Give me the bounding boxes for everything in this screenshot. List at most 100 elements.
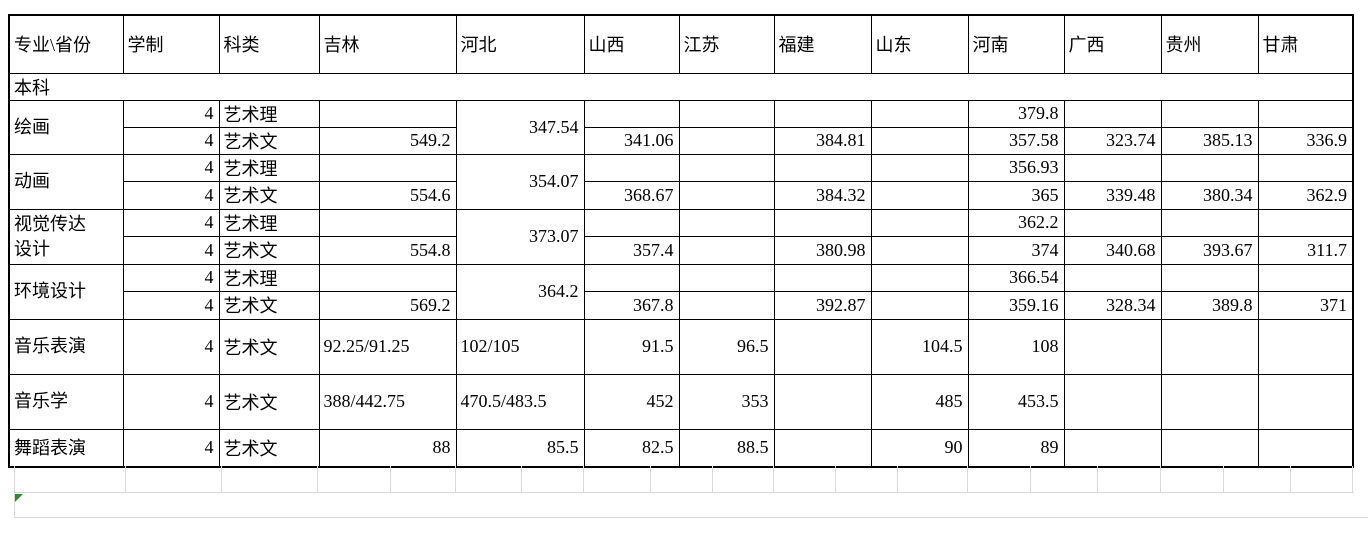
cell-gansu[interactable] xyxy=(1257,428,1354,468)
cell-jiangsu[interactable]: 88.5 xyxy=(678,428,775,468)
cell-hebei-merged[interactable]: 373.07 xyxy=(455,208,585,265)
cell-jilin[interactable]: 92.25/91.25 xyxy=(318,318,457,375)
cell-gansu[interactable] xyxy=(1257,263,1354,292)
cell-shanxi[interactable] xyxy=(583,263,680,292)
cell-shanxi[interactable]: 91.5 xyxy=(583,318,680,375)
cell-gansu[interactable] xyxy=(1257,99,1354,128)
cell-guizhou[interactable]: 380.34 xyxy=(1160,180,1259,210)
cell-guangxi[interactable] xyxy=(1063,99,1162,128)
col-header-major-province[interactable]: 专业\省份 xyxy=(8,14,124,74)
cell-major-name[interactable]: 环境设计 xyxy=(8,263,124,320)
cell-fujian[interactable] xyxy=(773,153,872,182)
cell-hebei-merged[interactable]: 347.54 xyxy=(455,99,585,155)
cell-guizhou[interactable] xyxy=(1160,153,1259,182)
cell-hebei[interactable]: 102/105 xyxy=(455,318,585,375)
cell-hebei-merged[interactable]: 354.07 xyxy=(455,153,585,210)
col-header-guangxi[interactable]: 广西 xyxy=(1063,14,1162,74)
cell-guizhou[interactable] xyxy=(1160,318,1259,375)
cell-hebei[interactable]: 470.5/483.5 xyxy=(455,373,585,430)
cell-gansu[interactable] xyxy=(1257,208,1354,237)
cell-gansu[interactable]: 336.9 xyxy=(1257,126,1354,155)
cell-jiangsu[interactable] xyxy=(678,235,775,265)
cell-category[interactable]: 艺术理 xyxy=(218,263,320,292)
cell-guizhou[interactable] xyxy=(1160,428,1259,468)
cell-guangxi[interactable]: 328.34 xyxy=(1063,290,1162,320)
cell-jilin[interactable] xyxy=(318,263,457,292)
cell-henan[interactable]: 374 xyxy=(967,235,1065,265)
cell-duration[interactable]: 4 xyxy=(122,318,220,375)
cell-jiangsu[interactable] xyxy=(678,126,775,155)
cell-duration[interactable]: 4 xyxy=(122,263,220,292)
cell-shandong[interactable] xyxy=(870,263,969,292)
cell-major-name[interactable]: 音乐学 xyxy=(8,373,124,430)
cell-guizhou[interactable]: 393.67 xyxy=(1160,235,1259,265)
cell-henan[interactable]: 357.58 xyxy=(967,126,1065,155)
cell-duration[interactable]: 4 xyxy=(122,126,220,155)
cell-shandong[interactable]: 90 xyxy=(870,428,969,468)
section-label-benke[interactable]: 本科 xyxy=(8,72,1354,101)
cell-guangxi[interactable]: 323.74 xyxy=(1063,126,1162,155)
cell-jilin[interactable] xyxy=(318,153,457,182)
cell-gansu[interactable]: 362.9 xyxy=(1257,180,1354,210)
cell-major-name[interactable]: 音乐表演 xyxy=(8,318,124,375)
cell-jilin[interactable]: 388/442.75 xyxy=(318,373,457,430)
cell-fujian[interactable] xyxy=(773,99,872,128)
cell-duration[interactable]: 4 xyxy=(122,180,220,210)
cell-shandong[interactable] xyxy=(870,208,969,237)
cell-guangxi[interactable] xyxy=(1063,373,1162,430)
cell-henan[interactable]: 366.54 xyxy=(967,263,1065,292)
cell-jiangsu[interactable] xyxy=(678,99,775,128)
cell-category[interactable]: 艺术文 xyxy=(218,235,320,265)
cell-guizhou[interactable]: 385.13 xyxy=(1160,126,1259,155)
col-header-jiangsu[interactable]: 江苏 xyxy=(678,14,775,74)
cell-shanxi[interactable]: 82.5 xyxy=(583,428,680,468)
col-header-fujian[interactable]: 福建 xyxy=(773,14,872,74)
cell-shandong[interactable]: 104.5 xyxy=(870,318,969,375)
cell-shandong[interactable]: 485 xyxy=(870,373,969,430)
cell-shandong[interactable] xyxy=(870,126,969,155)
cell-gansu[interactable] xyxy=(1257,153,1354,182)
cell-guangxi[interactable]: 339.48 xyxy=(1063,180,1162,210)
cell-duration[interactable]: 4 xyxy=(122,373,220,430)
cell-duration[interactable]: 4 xyxy=(122,428,220,468)
cell-fujian[interactable] xyxy=(773,318,872,375)
cell-fujian[interactable]: 392.87 xyxy=(773,290,872,320)
cell-duration[interactable]: 4 xyxy=(122,153,220,182)
cell-shandong[interactable] xyxy=(870,153,969,182)
cell-shanxi[interactable]: 367.8 xyxy=(583,290,680,320)
cell-jilin[interactable]: 554.8 xyxy=(318,235,457,265)
cell-category[interactable]: 艺术理 xyxy=(218,99,320,128)
cell-gansu[interactable]: 371 xyxy=(1257,290,1354,320)
cell-gansu[interactable] xyxy=(1257,318,1354,375)
cell-jiangsu[interactable] xyxy=(678,153,775,182)
cell-shanxi[interactable]: 341.06 xyxy=(583,126,680,155)
cell-jiangsu[interactable] xyxy=(678,290,775,320)
cell-category[interactable]: 艺术文 xyxy=(218,290,320,320)
cell-category[interactable]: 艺术文 xyxy=(218,428,320,468)
cell-henan[interactable]: 356.93 xyxy=(967,153,1065,182)
cell-fujian[interactable] xyxy=(773,373,872,430)
col-header-jilin[interactable]: 吉林 xyxy=(318,14,457,74)
cell-gansu[interactable]: 311.7 xyxy=(1257,235,1354,265)
col-header-henan[interactable]: 河南 xyxy=(967,14,1065,74)
cell-guangxi[interactable]: 340.68 xyxy=(1063,235,1162,265)
cell-jiangsu[interactable] xyxy=(678,208,775,237)
cell-henan[interactable]: 365 xyxy=(967,180,1065,210)
cell-category[interactable]: 艺术文 xyxy=(218,126,320,155)
cell-duration[interactable]: 4 xyxy=(122,99,220,128)
cell-jiangsu[interactable]: 353 xyxy=(678,373,775,430)
cell-henan[interactable]: 379.8 xyxy=(967,99,1065,128)
cell-duration[interactable]: 4 xyxy=(122,208,220,237)
cell-fujian[interactable] xyxy=(773,428,872,468)
cell-shanxi[interactable] xyxy=(583,208,680,237)
cell-shanxi[interactable]: 368.67 xyxy=(583,180,680,210)
col-header-gansu[interactable]: 甘肃 xyxy=(1257,14,1354,74)
cell-fujian[interactable] xyxy=(773,208,872,237)
cell-shandong[interactable] xyxy=(870,290,969,320)
cell-major-name[interactable]: 绘画 xyxy=(8,99,124,155)
cell-category[interactable]: 艺术文 xyxy=(218,318,320,375)
cell-hebei-merged[interactable]: 364.2 xyxy=(455,263,585,320)
cell-guizhou[interactable] xyxy=(1160,208,1259,237)
cell-henan[interactable]: 359.16 xyxy=(967,290,1065,320)
cell-category[interactable]: 艺术文 xyxy=(218,180,320,210)
